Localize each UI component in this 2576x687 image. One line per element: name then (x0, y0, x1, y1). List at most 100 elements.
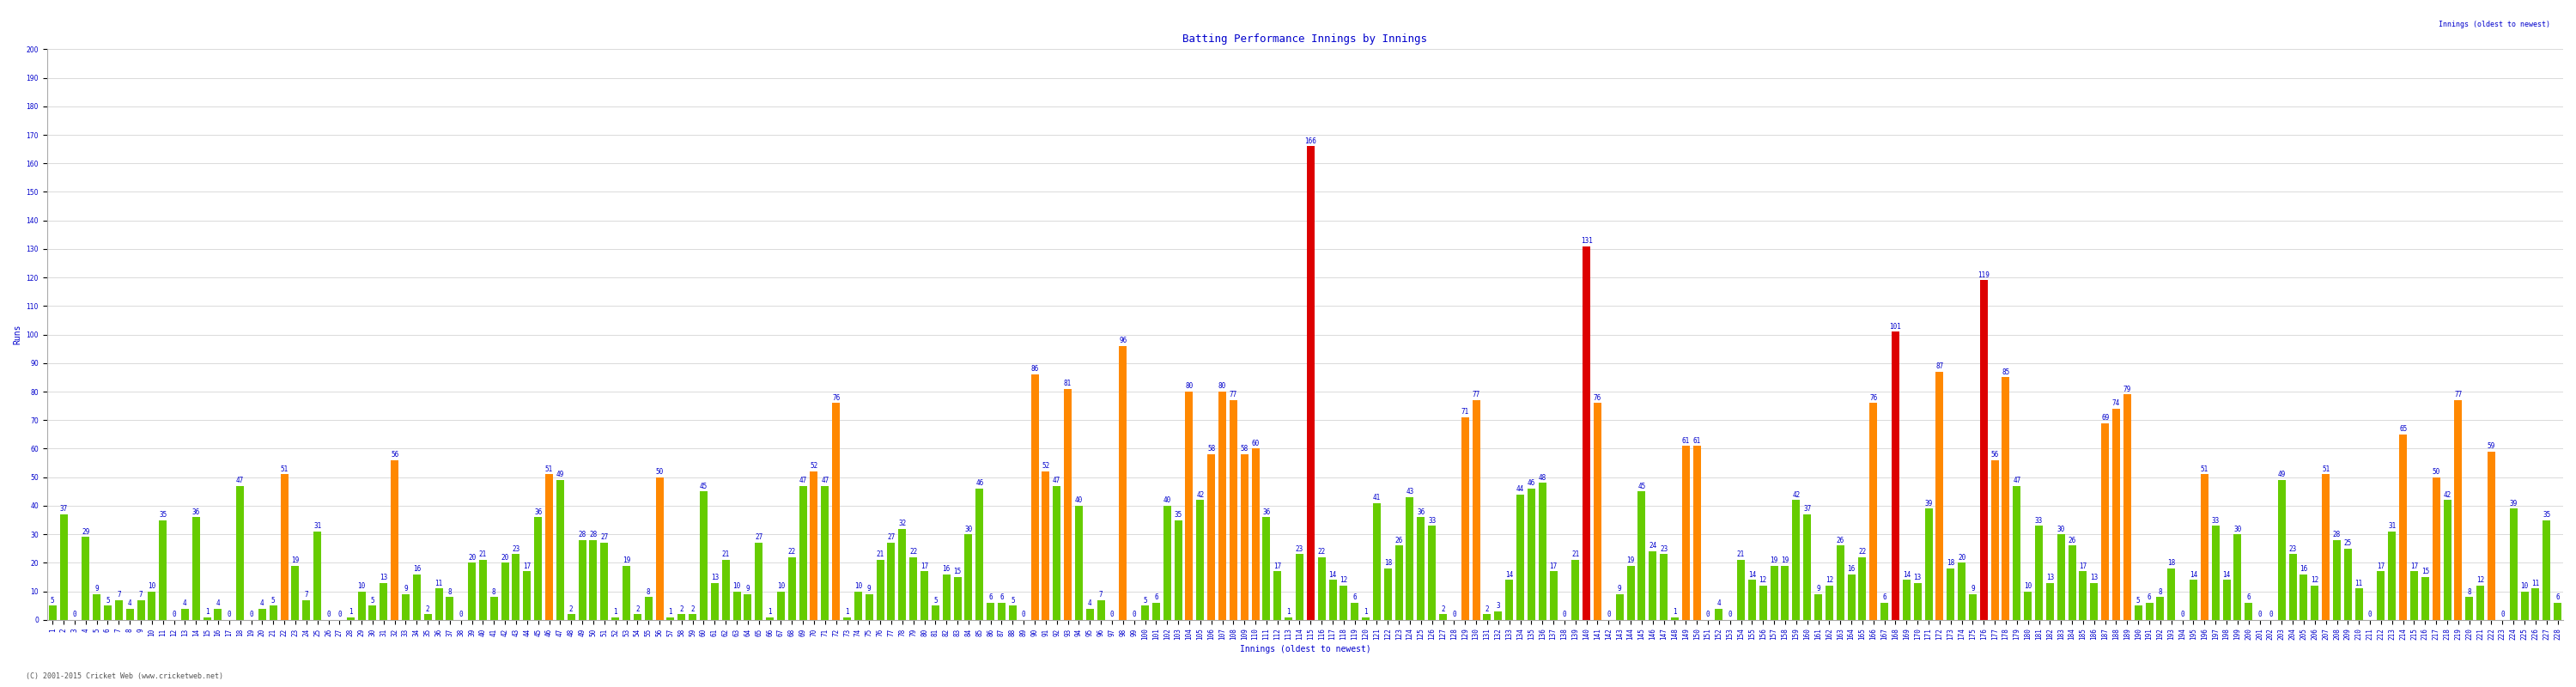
Bar (513, 554, 520, 620)
Text: 17: 17 (1273, 562, 1280, 570)
Bar (1924, 508, 1932, 620)
Bar (2146, 602, 2154, 620)
Y-axis label: Runs: Runs (13, 324, 21, 345)
Bar (59, 515, 67, 620)
Bar (611, 617, 618, 620)
Bar (667, 617, 675, 620)
Bar (469, 563, 477, 620)
Bar (1064, 389, 1072, 620)
Bar (1164, 506, 1172, 620)
Bar (214, 609, 222, 620)
Bar (1427, 526, 1435, 620)
Text: 85: 85 (2002, 368, 2009, 376)
Bar (2089, 583, 2097, 620)
Text: 5: 5 (371, 596, 374, 604)
Bar (502, 563, 510, 620)
Text: 17: 17 (2411, 562, 2419, 570)
Bar (721, 560, 729, 620)
Text: 23: 23 (513, 545, 520, 553)
Bar (1682, 446, 1690, 620)
Text: 19: 19 (623, 556, 631, 564)
Bar (116, 600, 124, 620)
Bar (1847, 574, 1855, 620)
Bar (1759, 585, 1767, 620)
Text: 19: 19 (291, 556, 299, 564)
Text: 81: 81 (1064, 380, 1072, 387)
Text: 36: 36 (533, 508, 541, 516)
Text: 26: 26 (2069, 537, 2076, 544)
Text: 5: 5 (106, 596, 111, 604)
Text: 18: 18 (1383, 559, 1391, 567)
Bar (2432, 477, 2439, 620)
Text: 5: 5 (1144, 596, 1146, 604)
Text: 2: 2 (690, 605, 696, 613)
Text: 11: 11 (2532, 579, 2540, 587)
Text: 0: 0 (459, 611, 464, 618)
Bar (933, 606, 940, 620)
Text: 0: 0 (72, 611, 77, 618)
Text: 101: 101 (1891, 323, 1901, 330)
Text: 1: 1 (845, 608, 850, 616)
Text: 18: 18 (2166, 559, 2174, 567)
Bar (314, 532, 322, 620)
Bar (1551, 572, 1558, 620)
Text: 0: 0 (1728, 611, 1731, 618)
Bar (204, 617, 211, 620)
Text: 5: 5 (1010, 596, 1015, 604)
Text: 0: 0 (1705, 611, 1710, 618)
Text: 61: 61 (1682, 437, 1690, 444)
Text: 6: 6 (999, 594, 1005, 601)
Bar (580, 540, 587, 620)
Text: 13: 13 (2045, 574, 2053, 581)
Text: 10: 10 (732, 582, 742, 590)
Bar (634, 614, 641, 620)
Bar (1538, 483, 1546, 620)
Bar (711, 583, 719, 620)
Bar (1968, 594, 1976, 620)
Text: 6: 6 (1883, 594, 1886, 601)
Text: 6: 6 (2555, 594, 2561, 601)
Bar (348, 617, 355, 620)
Text: 77: 77 (1229, 391, 1236, 398)
Text: 40: 40 (1074, 497, 1082, 504)
Text: 19: 19 (1770, 556, 1777, 564)
Text: 44: 44 (1517, 485, 1525, 493)
Text: 1: 1 (1672, 608, 1677, 616)
Text: 20: 20 (502, 554, 510, 561)
Bar (193, 517, 201, 620)
Bar (489, 597, 497, 620)
Text: 1: 1 (206, 608, 209, 616)
Text: 21: 21 (876, 551, 884, 559)
Text: 17: 17 (523, 562, 531, 570)
Bar (1494, 611, 1502, 620)
Bar (2398, 434, 2406, 620)
Text: 76: 76 (1870, 394, 1878, 402)
Text: 17: 17 (2079, 562, 2087, 570)
Text: 31: 31 (314, 522, 322, 530)
Bar (2079, 572, 2087, 620)
Bar (126, 609, 134, 620)
Text: 45: 45 (701, 482, 708, 490)
Text: 1: 1 (768, 608, 773, 616)
Bar (2012, 486, 2020, 620)
Bar (2233, 534, 2241, 620)
Bar (1285, 617, 1293, 620)
Text: 5: 5 (933, 596, 938, 604)
Bar (2321, 474, 2329, 620)
Text: 23: 23 (1296, 545, 1303, 553)
Bar (2277, 480, 2285, 620)
Text: 22: 22 (909, 548, 917, 556)
Text: 2: 2 (636, 605, 639, 613)
Bar (533, 517, 541, 620)
Text: 4: 4 (1718, 599, 1721, 607)
Bar (1595, 403, 1602, 620)
Bar (1262, 517, 1270, 620)
Text: 4: 4 (129, 599, 131, 607)
Text: 14: 14 (1504, 571, 1512, 578)
Text: 58: 58 (1208, 445, 1216, 453)
Bar (567, 614, 574, 620)
Text: 9: 9 (1971, 585, 1976, 593)
Text: 9: 9 (95, 585, 98, 593)
Bar (2300, 574, 2308, 620)
Text: 1: 1 (348, 608, 353, 616)
